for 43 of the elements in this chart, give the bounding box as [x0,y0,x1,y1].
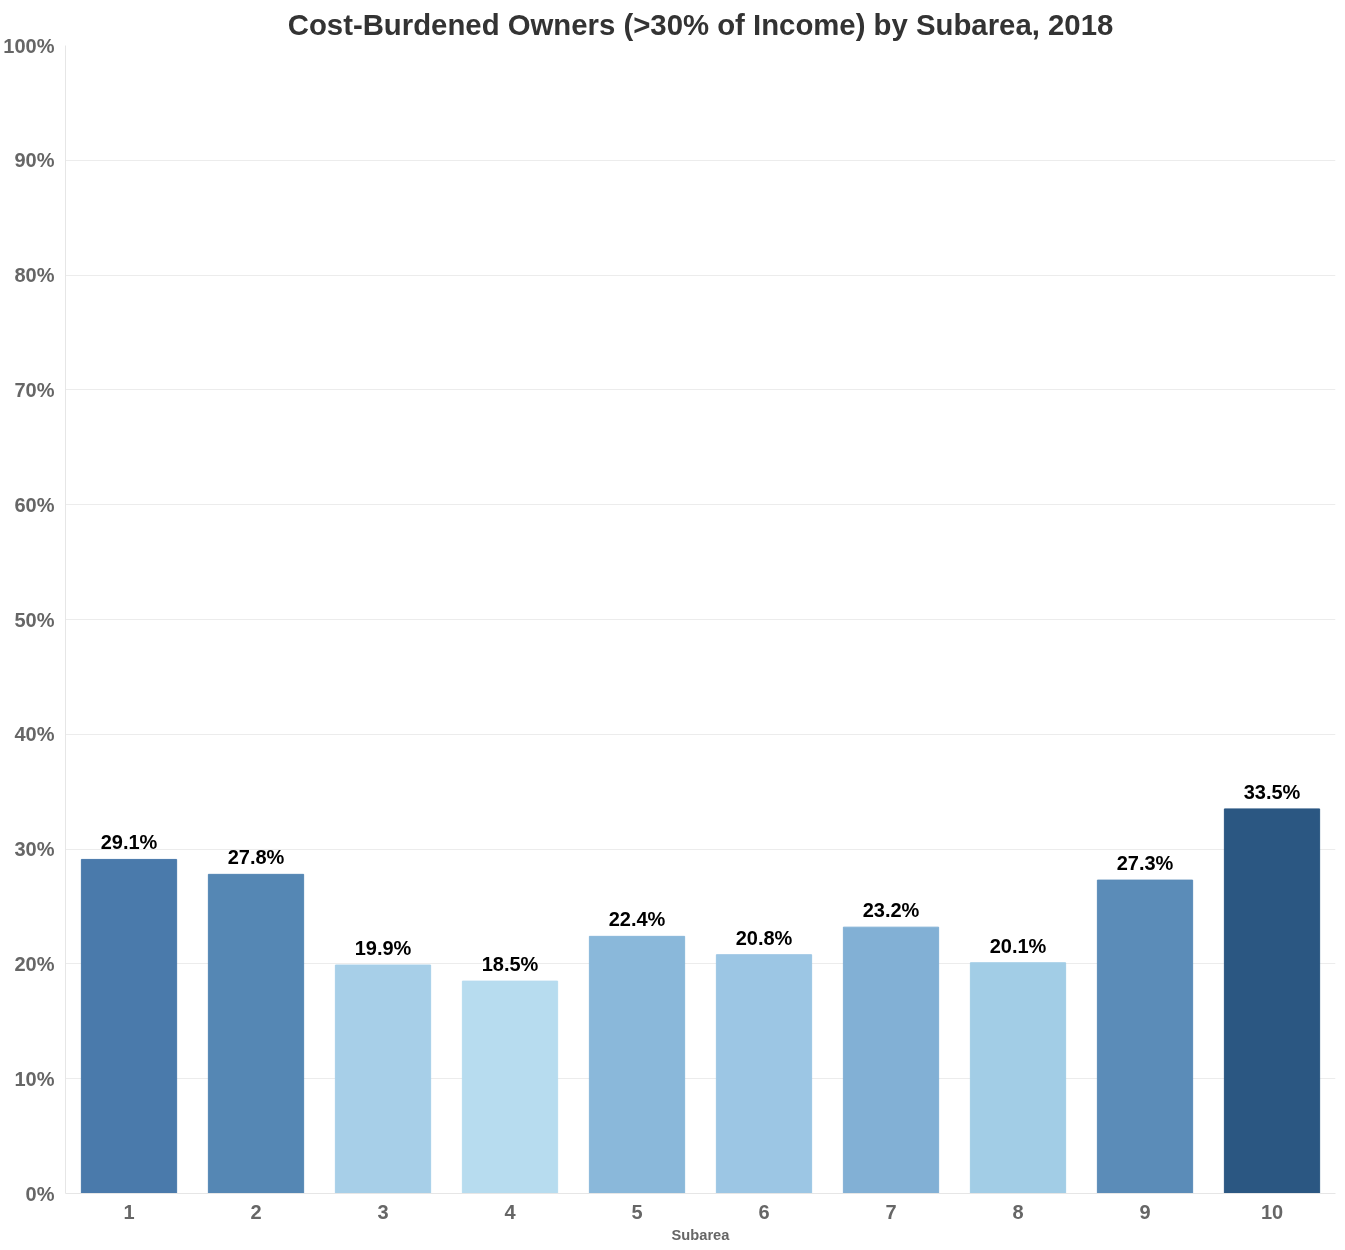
data-label: 22.4% [608,908,666,931]
data-label: 23.2% [862,899,920,922]
data-label: 20.8% [735,926,793,949]
y-tick-label: 60% [14,493,55,516]
x-tick-label: 7 [885,1200,897,1223]
x-tick-label: 1 [123,1200,135,1223]
x-axis-title: Subarea [671,1226,731,1243]
y-tick-label: 70% [14,378,55,401]
y-tick-label: 20% [14,952,55,975]
bar [1223,808,1321,1194]
x-tick-label: 5 [631,1200,643,1223]
data-label: 20.1% [989,934,1047,957]
y-tick-label: 90% [14,149,55,172]
x-tick-label: 8 [1012,1200,1024,1223]
y-tick-label: 80% [14,264,55,287]
bar [334,964,432,1194]
y-tick-label: 0% [25,1182,55,1205]
x-tick-label: 4 [504,1200,517,1223]
bar [1096,879,1194,1194]
chart-title: Cost-Burdened Owners (>30% of Income) by Subarea, 2018 [287,7,1114,41]
x-tick-label: 6 [758,1200,770,1223]
bar [80,858,178,1194]
bar [588,935,686,1194]
data-label: 27.8% [227,846,285,869]
data-label: 18.5% [481,953,539,976]
bar [969,962,1067,1194]
bar [715,954,813,1194]
data-label: 19.9% [354,937,412,960]
bar [207,873,305,1194]
y-tick-label: 100% [3,34,55,57]
bar [842,926,940,1194]
y-tick-label: 50% [14,608,55,631]
y-tick-label: 10% [14,1067,55,1090]
data-label: 27.3% [1116,852,1174,875]
x-tick-label: 9 [1139,1200,1151,1223]
y-tick-label: 40% [14,723,55,746]
bar [461,980,559,1194]
data-label: 33.5% [1243,780,1301,803]
y-tick-label: 30% [14,838,55,861]
x-tick-label: 2 [250,1200,262,1223]
data-label: 29.1% [100,831,158,854]
x-tick-label: 3 [377,1200,389,1223]
x-tick-label: 10 [1260,1200,1284,1223]
